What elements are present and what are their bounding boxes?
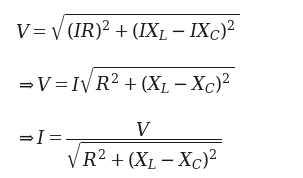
Text: $\Rightarrow I = \dfrac{V}{\sqrt{R^2 + (X_L - X_C)^2}}$: $\Rightarrow I = \dfrac{V}{\sqrt{R^2 + (… — [15, 120, 221, 172]
Text: $V = \sqrt{(IR)^2 + (IX_L - IX_C)^2}$: $V = \sqrt{(IR)^2 + (IX_L - IX_C)^2}$ — [15, 11, 240, 43]
Text: $\Rightarrow V = I\sqrt{R^2 + (X_L - X_C)^2}$: $\Rightarrow V = I\sqrt{R^2 + (X_L - X_C… — [15, 64, 235, 96]
